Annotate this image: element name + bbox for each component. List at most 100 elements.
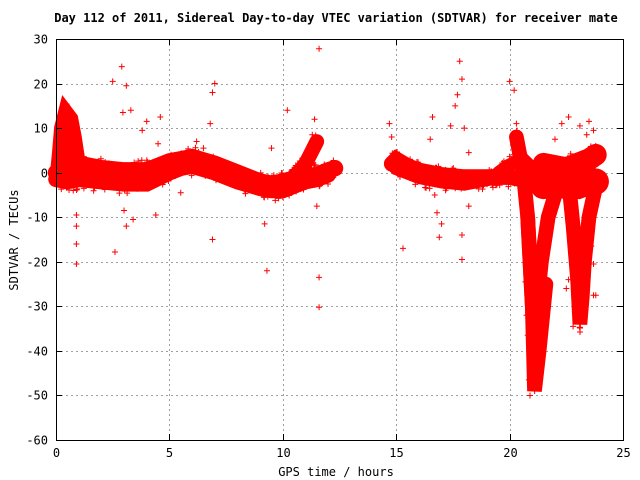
band-point <box>152 177 159 184</box>
band-point <box>298 184 305 191</box>
band-point <box>458 174 465 181</box>
outlier-point <box>177 189 184 196</box>
band-point <box>571 195 578 202</box>
band-point <box>463 169 470 176</box>
band-point <box>63 101 70 108</box>
band-point <box>527 260 534 267</box>
band-point <box>323 177 330 184</box>
outlier-point <box>465 203 472 210</box>
tick-labels: 0 5 10 15 20 25 -60 -50 -40 -30 -20 -10 0 10 20 30 <box>26 33 630 461</box>
band-point <box>67 175 74 182</box>
band-point <box>200 167 207 174</box>
band-point <box>580 261 587 268</box>
outlier-point <box>540 247 547 254</box>
band-point <box>99 175 106 182</box>
band-point <box>325 180 332 187</box>
x-axis-label: GPS time / hours <box>278 465 394 479</box>
band-point <box>70 145 77 152</box>
band-point <box>401 166 408 173</box>
outlier-point <box>118 63 125 70</box>
band-point <box>537 273 544 280</box>
band-point <box>578 293 585 300</box>
outlier-point <box>588 243 595 250</box>
band-point <box>574 163 581 170</box>
band-point <box>124 190 131 197</box>
band-point <box>548 187 555 194</box>
band-point <box>405 159 412 166</box>
band-point <box>578 182 585 189</box>
band-point <box>144 174 151 181</box>
band-point <box>80 185 87 192</box>
band-point <box>184 160 191 167</box>
band-point <box>74 185 81 192</box>
band-point <box>177 151 184 158</box>
band-point <box>96 162 103 169</box>
band-point <box>223 178 230 185</box>
band-point <box>548 200 555 207</box>
band-point <box>529 334 536 341</box>
x-tick-label: 25 <box>616 446 630 460</box>
band-point <box>281 184 288 191</box>
band-point <box>484 181 491 188</box>
band-point <box>304 171 311 178</box>
band-point <box>418 174 425 181</box>
x-tick-label: 20 <box>503 446 517 460</box>
outlier-point <box>427 136 434 143</box>
band-point <box>537 181 544 188</box>
band-point <box>253 177 260 184</box>
band-point <box>314 168 321 175</box>
band-point <box>584 238 591 245</box>
band-point <box>541 232 548 239</box>
band-point <box>107 176 114 183</box>
band-point <box>521 185 528 192</box>
band-point <box>567 150 574 157</box>
outlier-point <box>313 203 320 210</box>
band-point <box>489 184 496 191</box>
band-point <box>432 165 439 172</box>
band-point <box>205 159 212 166</box>
band-point <box>532 327 539 334</box>
band-point <box>396 173 403 180</box>
outlier-point <box>592 292 599 299</box>
band-point <box>91 184 98 191</box>
band-point <box>259 187 266 194</box>
band-point <box>397 165 404 172</box>
band-point <box>312 135 319 142</box>
band-point <box>547 171 554 178</box>
band-point <box>96 168 103 175</box>
axis-ticks <box>56 39 624 441</box>
band-point <box>242 190 249 197</box>
band-point <box>308 165 315 172</box>
band-point <box>505 175 512 182</box>
outlier-point <box>127 107 134 114</box>
band-point <box>282 172 289 179</box>
outlier-point <box>200 145 207 152</box>
band-point <box>196 164 203 171</box>
band-point <box>592 182 599 189</box>
band-point <box>105 160 112 167</box>
outlier-point <box>193 138 200 145</box>
band-point <box>249 178 256 185</box>
band-point <box>522 199 529 206</box>
band-point <box>316 182 323 189</box>
band-point <box>584 220 591 227</box>
band-point <box>546 205 553 212</box>
band-point <box>513 127 520 134</box>
band-point <box>275 195 282 202</box>
outlier-point <box>263 267 270 274</box>
outlier-point <box>438 220 445 227</box>
band-point <box>330 157 337 164</box>
band-point <box>460 181 467 188</box>
band-point <box>58 144 65 151</box>
band-point <box>239 174 246 181</box>
outlier-point <box>513 120 520 127</box>
y-tick-label: 10 <box>34 122 48 136</box>
band-point <box>63 173 70 180</box>
band-point <box>527 158 534 165</box>
band-point <box>270 172 277 179</box>
band-point <box>531 388 538 395</box>
band-point <box>513 162 520 169</box>
outlier-point <box>143 118 150 125</box>
band-point <box>298 167 305 174</box>
band-point <box>316 183 323 190</box>
